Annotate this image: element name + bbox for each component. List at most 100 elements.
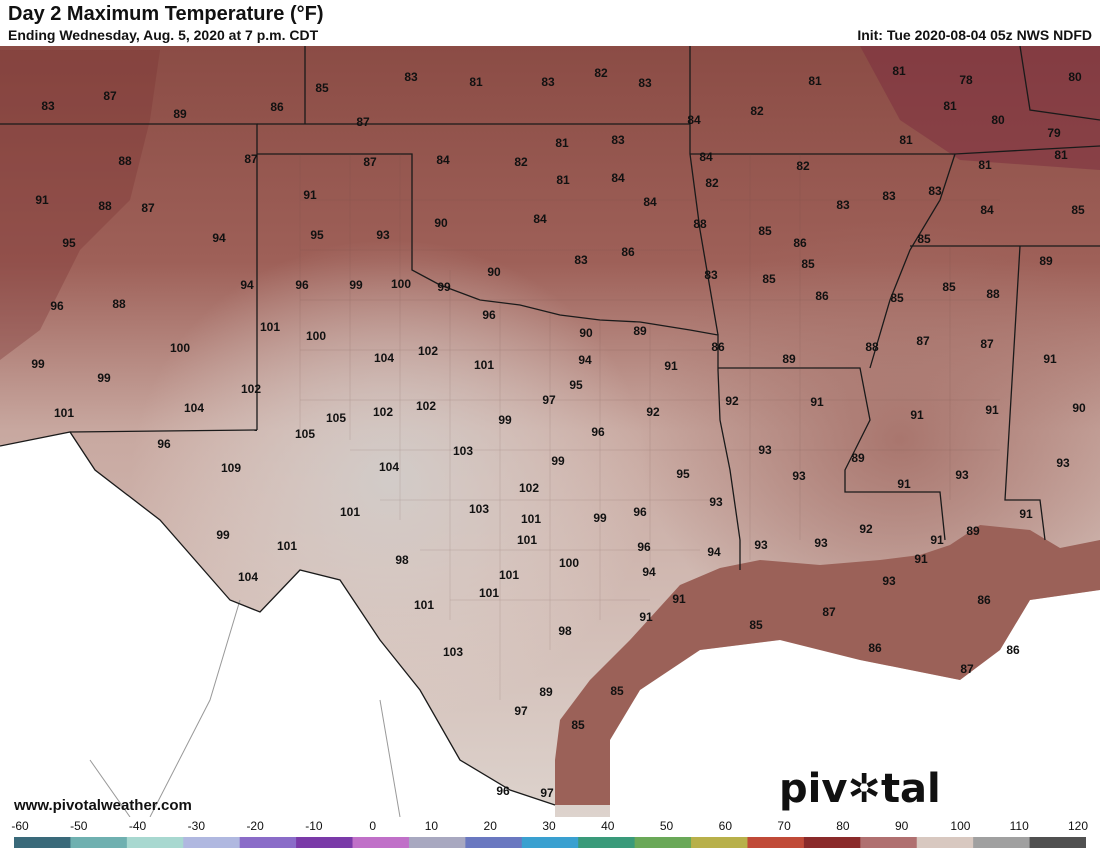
temp-label: 101 (414, 598, 434, 612)
temp-label: 94 (642, 565, 656, 579)
temp-label: 81 (943, 99, 957, 113)
temp-label: 86 (815, 289, 829, 303)
temp-label: 88 (112, 297, 126, 311)
temp-label: 84 (980, 203, 994, 217)
temp-label: 101 (54, 406, 74, 420)
temp-label: 87 (356, 115, 370, 129)
temp-label: 81 (899, 133, 913, 147)
temp-label: 83 (882, 189, 896, 203)
temp-label: 104 (184, 401, 204, 415)
temp-label: 95 (310, 228, 324, 242)
temp-label: 91 (1019, 507, 1033, 521)
temp-label: 81 (556, 173, 570, 187)
temp-label: 96 (637, 540, 651, 554)
temp-label: 85 (917, 232, 931, 246)
temp-label: 89 (966, 524, 980, 538)
temp-label: 91 (35, 193, 49, 207)
temp-label: 86 (1006, 643, 1020, 657)
temp-label: 94 (707, 545, 721, 559)
colorbar-segment (634, 837, 692, 848)
temp-label: 102 (519, 481, 539, 495)
colorbar-tick: 90 (894, 819, 909, 833)
temp-label: 83 (638, 76, 652, 90)
temp-label: 101 (521, 512, 541, 526)
temp-label: 96 (496, 784, 510, 798)
temp-label: 85 (315, 81, 329, 95)
temp-label: 93 (758, 443, 772, 457)
temp-label: 93 (882, 574, 896, 588)
temp-label: 90 (434, 216, 448, 230)
colorbar-segment (691, 837, 748, 848)
temp-label: 83 (611, 133, 625, 147)
temp-label: 88 (865, 340, 879, 354)
temp-label: 93 (814, 536, 828, 550)
colorbar-tick: 100 (950, 819, 971, 833)
temp-label: 87 (363, 155, 377, 169)
temp-label: 104 (374, 351, 394, 365)
temp-label: 91 (930, 533, 944, 547)
temp-label: 101 (277, 539, 297, 553)
temp-label: 87 (980, 337, 994, 351)
temp-label: 84 (687, 113, 701, 127)
colorbar-segment (465, 837, 523, 848)
temp-label: 82 (514, 155, 528, 169)
colorbar-segment (126, 837, 184, 848)
temp-label: 85 (610, 684, 624, 698)
temp-label: 81 (1054, 148, 1068, 162)
temp-label: 83 (704, 268, 718, 282)
temp-label: 85 (890, 291, 904, 305)
temp-label: 109 (221, 461, 241, 475)
map-title: Day 2 Maximum Temperature (°F) (8, 3, 324, 25)
temp-label: 91 (910, 408, 924, 422)
temp-label: 96 (157, 437, 171, 451)
temp-label: 101 (499, 568, 519, 582)
mountain-shading (0, 50, 160, 360)
colorbar-segment (860, 837, 918, 848)
temp-label: 95 (569, 378, 583, 392)
temp-label: 89 (1039, 254, 1053, 268)
temp-label: 93 (792, 469, 806, 483)
temp-label: 91 (672, 592, 686, 606)
temp-label: 99 (216, 528, 230, 542)
temp-label: 90 (1072, 401, 1086, 415)
temp-label: 94 (240, 278, 254, 292)
temp-label: 81 (469, 75, 483, 89)
colorbar-tick: 60 (718, 819, 733, 833)
colorbar-tick: -10 (305, 819, 323, 833)
temp-label: 101 (479, 586, 499, 600)
temp-label: 85 (571, 718, 585, 732)
temperature-colorbar: -60 -50 -40 -30 -20 -10 0 10 20 30 40 50 60 70 80 90 100… (0, 817, 1100, 850)
temp-label: 100 (391, 277, 411, 291)
temp-label: 84 (436, 153, 450, 167)
temp-label: 93 (754, 538, 768, 552)
temp-label: 83 (404, 70, 418, 84)
temp-label: 80 (991, 113, 1005, 127)
temp-label: 88 (118, 154, 132, 168)
temp-label: 99 (31, 357, 45, 371)
colorbar-tick: 120 (1067, 819, 1089, 833)
temp-label: 84 (699, 150, 713, 164)
temp-label: 92 (725, 394, 739, 408)
temp-label: 86 (868, 641, 882, 655)
temp-label: 87 (244, 152, 258, 166)
cool-northeast (860, 46, 1100, 170)
temp-label: 96 (295, 278, 309, 292)
temp-label: 82 (594, 66, 608, 80)
temp-label: 85 (762, 272, 776, 286)
temp-label: 102 (418, 344, 438, 358)
temp-label: 96 (591, 425, 605, 439)
temp-label: 83 (928, 184, 942, 198)
temp-label: 81 (892, 64, 906, 78)
temp-label: 104 (379, 460, 399, 474)
temp-label: 100 (306, 329, 326, 343)
colorbar-tick: -60 (11, 819, 29, 833)
temp-label: 101 (260, 320, 280, 334)
temp-label: 99 (97, 371, 111, 385)
colorbar-segment (1029, 837, 1086, 848)
colorbar-segment (14, 837, 71, 848)
gulf-water (555, 525, 1100, 805)
temp-label: 84 (643, 195, 657, 209)
colorbar-ticks: -60 -50 -40 -30 -20 -10 0 10 20 30 40 50 60 70 80 90 100… (0, 817, 1100, 833)
temp-label: 93 (709, 495, 723, 509)
temp-label: 80 (1068, 70, 1082, 84)
